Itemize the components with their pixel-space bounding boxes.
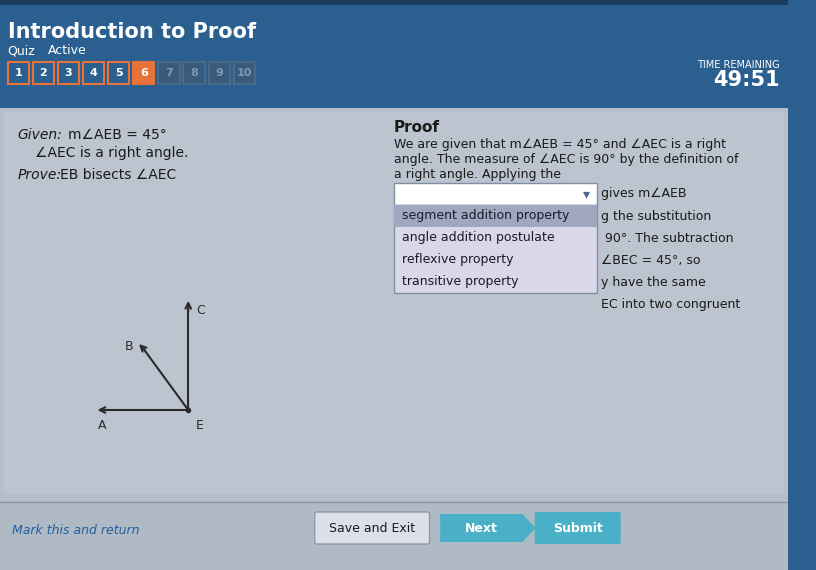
Text: 7: 7 (165, 68, 173, 78)
Text: 4: 4 (90, 68, 98, 78)
Text: B: B (125, 340, 133, 352)
FancyBboxPatch shape (0, 108, 787, 508)
Text: ∠AEC is a right angle.: ∠AEC is a right angle. (35, 146, 188, 160)
FancyBboxPatch shape (209, 62, 230, 84)
FancyBboxPatch shape (158, 62, 180, 84)
FancyBboxPatch shape (83, 62, 104, 84)
FancyBboxPatch shape (0, 5, 787, 108)
FancyBboxPatch shape (394, 183, 596, 205)
FancyBboxPatch shape (0, 0, 787, 5)
Text: gives m∠AEB: gives m∠AEB (601, 187, 687, 200)
FancyBboxPatch shape (394, 205, 596, 227)
Text: 90°. The subtraction: 90°. The subtraction (601, 232, 734, 245)
Text: Prove:: Prove: (17, 168, 61, 182)
Text: segment addition property: segment addition property (401, 210, 569, 222)
Text: angle addition postulate: angle addition postulate (401, 231, 554, 245)
FancyBboxPatch shape (4, 112, 784, 494)
Text: ▾: ▾ (583, 187, 591, 201)
FancyBboxPatch shape (184, 62, 205, 84)
Text: Quiz: Quiz (7, 44, 35, 57)
FancyBboxPatch shape (0, 502, 787, 570)
Text: m∠AEB = 45°: m∠AEB = 45° (68, 128, 166, 142)
Text: Save and Exit: Save and Exit (329, 522, 415, 535)
Text: 6: 6 (140, 68, 148, 78)
Text: Proof: Proof (394, 120, 440, 135)
Text: Next: Next (465, 522, 498, 535)
FancyBboxPatch shape (534, 512, 621, 544)
Text: 1: 1 (15, 68, 22, 78)
FancyBboxPatch shape (7, 62, 29, 84)
Text: a right angle. Applying the: a right angle. Applying the (394, 168, 561, 181)
Text: Given:: Given: (17, 128, 62, 142)
FancyBboxPatch shape (394, 205, 596, 293)
Text: 5: 5 (115, 68, 122, 78)
Text: 49:51: 49:51 (713, 70, 780, 90)
Text: 3: 3 (64, 68, 73, 78)
Text: Active: Active (48, 44, 87, 57)
Text: Submit: Submit (553, 522, 603, 535)
Text: We are given that m∠AEB = 45° and ∠AEC is a right: We are given that m∠AEB = 45° and ∠AEC i… (394, 138, 726, 151)
Text: Introduction to Proof: Introduction to Proof (7, 22, 256, 42)
Text: A: A (98, 419, 107, 432)
Text: E: E (196, 419, 204, 432)
Text: TIME REMAINING: TIME REMAINING (698, 60, 780, 70)
FancyBboxPatch shape (133, 62, 154, 84)
Text: 9: 9 (215, 68, 223, 78)
Text: Mark this and return: Mark this and return (11, 523, 139, 536)
Text: EC into two congruent: EC into two congruent (601, 298, 741, 311)
FancyBboxPatch shape (108, 62, 130, 84)
Text: reflexive property: reflexive property (401, 254, 513, 267)
FancyBboxPatch shape (233, 62, 255, 84)
Text: EB bisects ∠AEC: EB bisects ∠AEC (60, 168, 176, 182)
Text: y have the same: y have the same (601, 276, 706, 289)
FancyBboxPatch shape (58, 62, 79, 84)
Text: transitive property: transitive property (401, 275, 518, 288)
Text: g the substitution: g the substitution (601, 210, 712, 223)
Polygon shape (440, 514, 536, 542)
Text: 8: 8 (190, 68, 198, 78)
Text: angle. The measure of ∠AEC is 90° by the definition of: angle. The measure of ∠AEC is 90° by the… (394, 153, 738, 166)
Text: C: C (196, 303, 205, 316)
Text: 10: 10 (237, 68, 252, 78)
FancyBboxPatch shape (315, 512, 429, 544)
Text: ∠BEC = 45°, so: ∠BEC = 45°, so (601, 254, 701, 267)
FancyBboxPatch shape (33, 62, 54, 84)
Text: 2: 2 (39, 68, 47, 78)
